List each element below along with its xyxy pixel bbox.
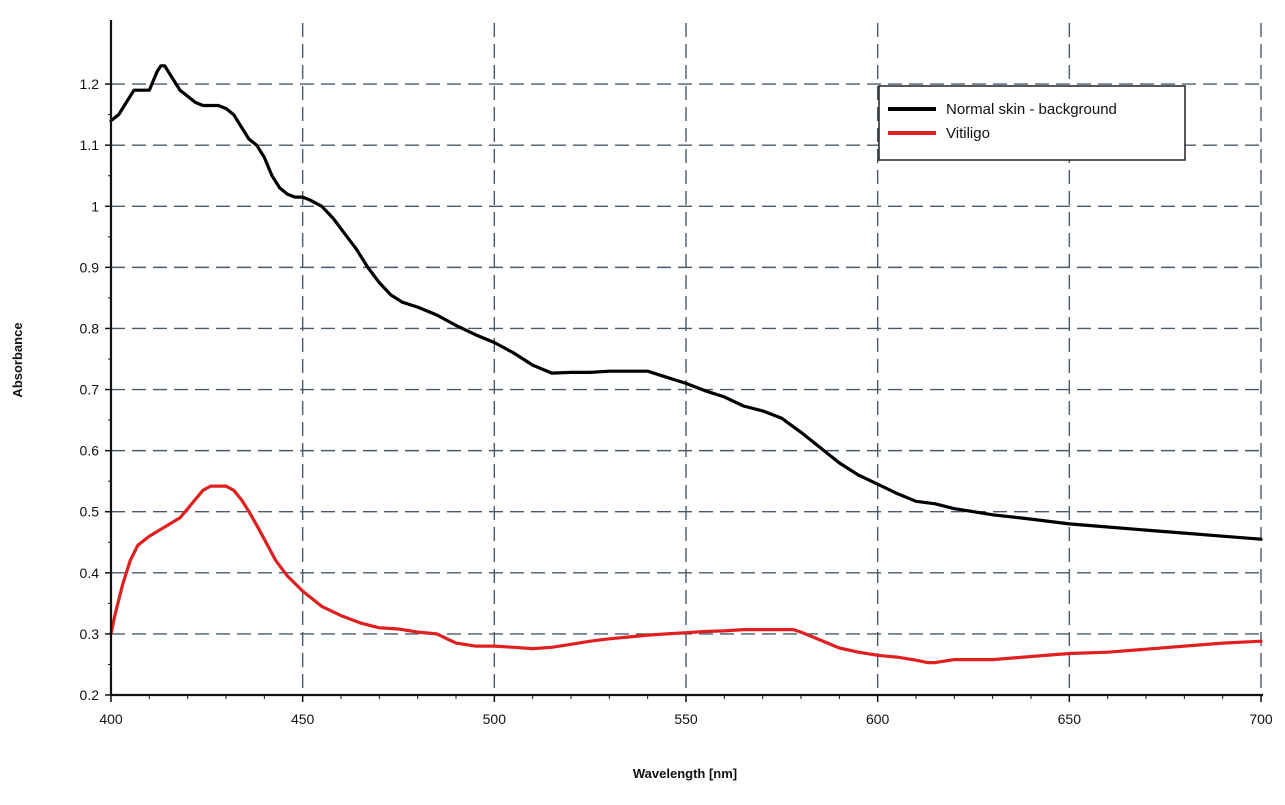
legend-box: [878, 85, 1186, 161]
y-tick-label: 1: [91, 198, 99, 214]
y-axis-title: Absorbance: [10, 322, 25, 397]
x-tick-label: 650: [1058, 711, 1082, 727]
y-tick-label: 0.8: [80, 320, 100, 336]
axes-layer: 0.2 0.3 0.4 0.5 0.6 0.7 0.8 0.9 1 1.1 1.2 400 450 500…: [80, 20, 1273, 727]
y-tick-label: 0.6: [80, 443, 100, 459]
y-tick-label: 0.2: [80, 687, 100, 703]
series-line-normal-skin-background: [109, 64, 1263, 541]
x-axis-title: Wavelength [nm]: [633, 766, 737, 781]
x-tick-label: 400: [99, 711, 123, 727]
y-tick-label: 0.3: [80, 626, 100, 642]
grid-layer: [111, 23, 1262, 695]
y-tick-label: 0.4: [80, 565, 100, 581]
x-tick-label: 500: [483, 711, 507, 727]
x-tick-label: 550: [674, 711, 698, 727]
y-tick-label: 1.2: [80, 76, 100, 92]
x-tick-label: 700: [1249, 711, 1273, 727]
series-layer: [109, 64, 1263, 665]
y-tick-label: 0.7: [80, 382, 100, 398]
legend: Normal skin - background Vitiligo: [878, 85, 1186, 161]
legend-label-normal-skin: Normal skin - background: [946, 101, 1117, 118]
x-tick-label: 450: [291, 711, 315, 727]
y-tick-label: 1.1: [80, 137, 100, 153]
y-tick-label: 0.5: [80, 504, 100, 520]
x-tick-label: 600: [866, 711, 890, 727]
series-line-vitiligo: [109, 484, 1263, 665]
y-tick-label: 0.9: [80, 259, 100, 275]
legend-label-vitiligo: Vitiligo: [946, 125, 990, 142]
